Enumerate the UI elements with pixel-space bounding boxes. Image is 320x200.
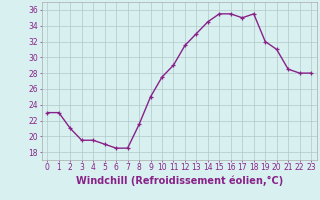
X-axis label: Windchill (Refroidissement éolien,°C): Windchill (Refroidissement éolien,°C) [76, 175, 283, 186]
